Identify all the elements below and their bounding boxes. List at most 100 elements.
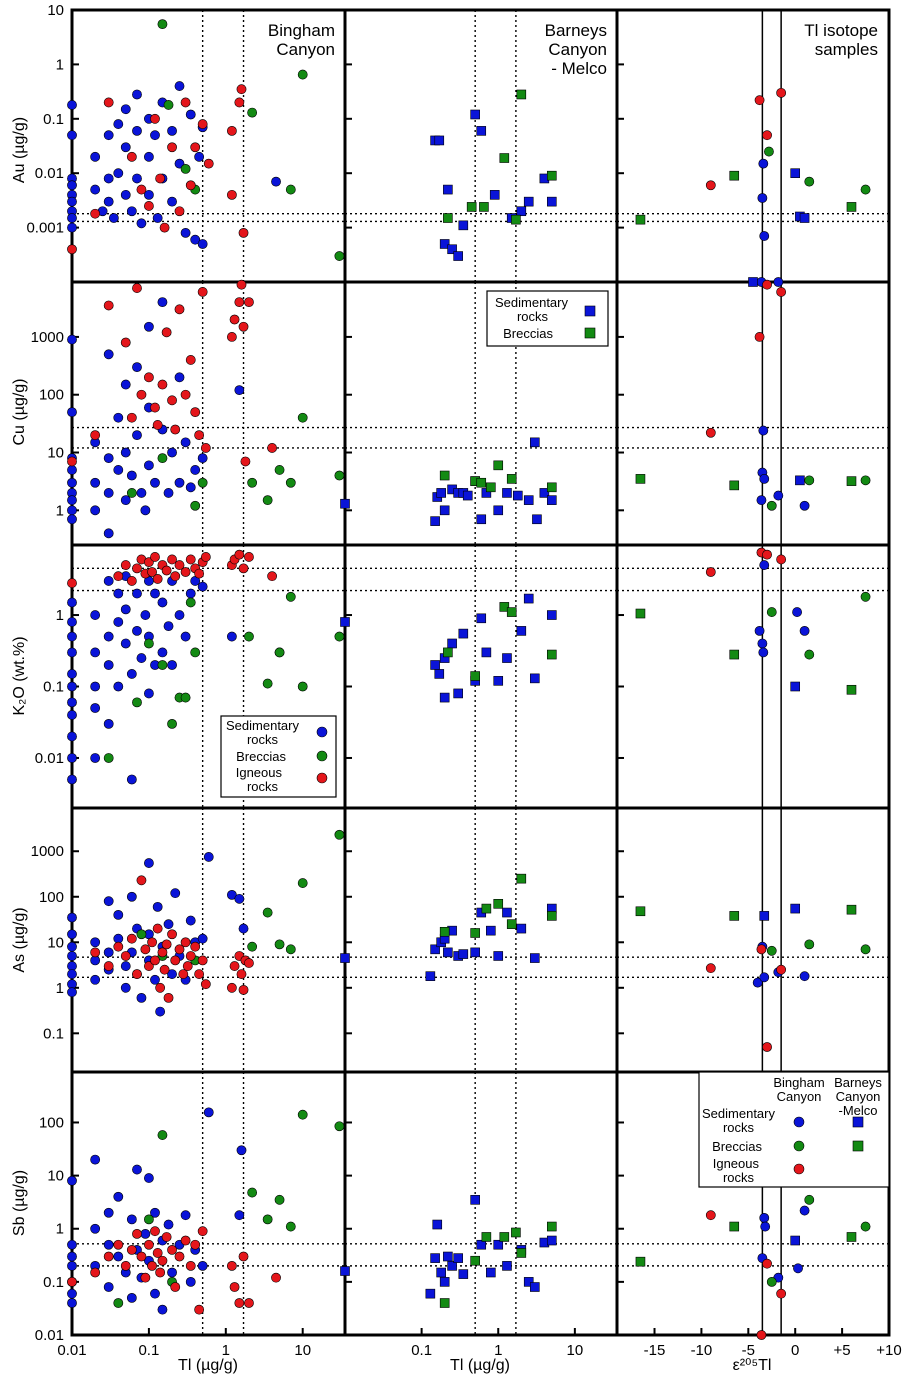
data-point-circle <box>234 297 245 308</box>
x-tick-label: 0 <box>791 1342 799 1359</box>
data-point-circle <box>759 473 770 484</box>
data-point-circle <box>758 647 769 658</box>
data-point-circle <box>758 158 769 169</box>
data-point-circle <box>226 631 237 642</box>
data-point-circle <box>285 477 296 488</box>
data-point-circle <box>147 937 157 948</box>
data-point-circle <box>144 688 154 699</box>
data-point-circle <box>334 631 345 642</box>
data-point-square <box>458 949 469 959</box>
data-point-circle <box>90 647 101 658</box>
data-point-circle <box>155 173 166 184</box>
data-point-circle <box>180 631 191 642</box>
data-point-circle <box>185 1276 196 1287</box>
data-point-circle <box>67 753 77 763</box>
y-tick-label: 10 <box>47 2 64 19</box>
data-point-square <box>502 907 512 918</box>
data-point-square <box>430 660 440 670</box>
data-point-square <box>340 617 350 627</box>
data-point-circle <box>200 552 211 562</box>
data-point-circle <box>157 453 168 464</box>
data-point-circle <box>174 477 185 488</box>
data-point-circle <box>203 1107 214 1118</box>
data-point-square <box>502 1261 512 1271</box>
data-point-circle <box>236 84 247 95</box>
data-point-circle <box>152 901 163 912</box>
data-point-circle <box>126 206 137 217</box>
data-point-square <box>439 470 450 481</box>
data-point-circle <box>170 955 181 966</box>
data-point-square <box>532 514 542 525</box>
data-point-circle <box>167 125 177 136</box>
data-point-circle <box>140 1272 151 1283</box>
y-tick-label: 0.001 <box>26 220 64 237</box>
data-point-square <box>439 1277 450 1287</box>
data-point-circle <box>103 173 114 184</box>
data-point-circle <box>190 647 201 658</box>
data-point-circle <box>197 1226 208 1237</box>
data-point-circle <box>776 1288 787 1299</box>
y-tick-label: 0.1 <box>43 1274 64 1291</box>
data-point-circle <box>247 1187 258 1198</box>
data-point-circle <box>757 638 768 649</box>
data-point-circle <box>759 231 770 241</box>
xlabel-col1: Tl (µg/g) <box>178 1357 238 1374</box>
data-point-circle <box>90 184 101 195</box>
data-point-circle <box>67 669 77 679</box>
data-point-square <box>546 1221 557 1232</box>
data-point-circle <box>759 1212 770 1223</box>
data-point-circle <box>180 227 191 238</box>
data-point-square <box>436 488 446 498</box>
data-point-circle <box>67 130 77 141</box>
data-point-square <box>493 460 504 471</box>
data-point-circle <box>150 477 160 488</box>
data-point-square <box>635 1256 646 1267</box>
data-point-circle <box>120 638 131 649</box>
data-point-square <box>470 1255 480 1266</box>
data-point-circle <box>113 119 124 129</box>
data-point-circle <box>754 625 765 636</box>
data-point-square <box>846 202 857 212</box>
data-point-square <box>481 1232 492 1242</box>
data-point-circle <box>285 591 296 602</box>
data-point-square <box>470 109 480 120</box>
col2-title-line2: Canyon <box>548 40 607 59</box>
data-point-circle <box>758 425 769 436</box>
data-point-circle <box>103 961 114 971</box>
data-point-circle <box>103 196 114 207</box>
data-point-square <box>546 482 557 493</box>
data-point-circle <box>226 189 237 200</box>
data-point-circle <box>144 1214 154 1225</box>
data-point-square <box>846 1232 857 1242</box>
y-tick-label: 100 <box>39 387 64 404</box>
data-point-circle <box>247 477 258 488</box>
y-tick-label: 1 <box>56 607 64 624</box>
data-point-circle <box>229 961 240 971</box>
y-tick-label: 0.01 <box>35 750 64 767</box>
data-point-circle <box>67 969 77 979</box>
data-point-circle <box>285 184 296 195</box>
data-point-circle <box>792 607 802 617</box>
data-point-circle <box>90 430 101 441</box>
data-point-circle <box>126 891 137 902</box>
data-point-circle <box>126 576 137 586</box>
data-point-square <box>443 1251 453 1262</box>
data-point-circle <box>804 649 815 660</box>
data-point-circle <box>161 1232 172 1242</box>
data-point-square <box>462 490 473 501</box>
data-point-circle <box>157 19 168 30</box>
data-point-circle <box>108 213 119 223</box>
data-point-circle <box>163 919 174 930</box>
data-point-circle <box>150 974 160 985</box>
data-point-circle <box>238 923 249 934</box>
data-point-square <box>523 1277 534 1287</box>
data-point-square <box>443 213 453 223</box>
data-point-circle <box>167 395 177 406</box>
data-point-circle <box>197 287 208 297</box>
data-point-circle <box>67 597 77 608</box>
data-point-square <box>340 953 350 963</box>
panel-frame <box>70 806 347 1074</box>
data-point-circle <box>152 213 163 223</box>
data-point-circle <box>167 196 177 207</box>
data-point-circle <box>67 495 77 506</box>
